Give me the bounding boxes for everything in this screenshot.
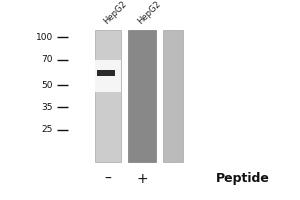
Text: 25: 25 xyxy=(42,126,53,134)
Text: 70: 70 xyxy=(41,55,53,64)
Text: 100: 100 xyxy=(36,32,53,42)
Bar xyxy=(128,30,156,162)
Text: +: + xyxy=(136,172,148,186)
Bar xyxy=(95,30,121,162)
Bar xyxy=(95,60,121,92)
Text: –: – xyxy=(105,172,111,186)
Text: Peptide: Peptide xyxy=(216,172,270,185)
Text: 35: 35 xyxy=(41,102,53,112)
Bar xyxy=(97,70,115,76)
Text: 50: 50 xyxy=(41,80,53,90)
Text: HepG2: HepG2 xyxy=(136,0,162,26)
Text: HepG2: HepG2 xyxy=(102,0,128,26)
Bar xyxy=(163,30,183,162)
